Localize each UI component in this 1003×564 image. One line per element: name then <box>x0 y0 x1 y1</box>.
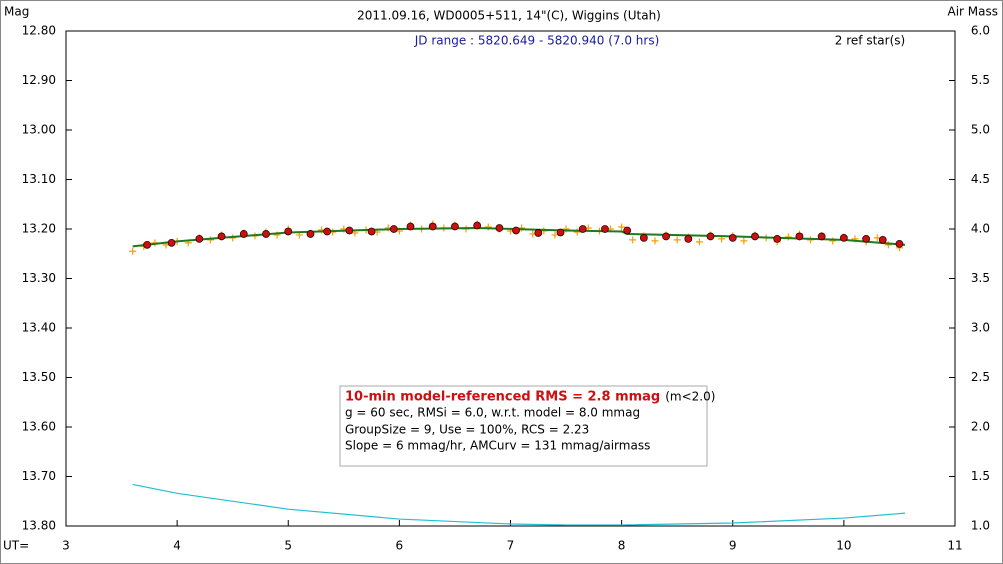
data-point <box>784 233 792 241</box>
x-tick-label: 8 <box>618 539 626 553</box>
binned-point <box>862 234 870 243</box>
y2-tick-label: 2.0 <box>971 420 990 434</box>
binned-point <box>428 222 437 231</box>
data-point <box>551 231 559 239</box>
binned-point <box>623 226 632 235</box>
y2-tick-label: 4.0 <box>971 222 990 236</box>
y-tick-label: 12.80 <box>22 24 56 38</box>
binned-point <box>495 224 504 232</box>
data-point <box>484 223 492 231</box>
data-point <box>673 236 681 244</box>
y-tick-label: 13.00 <box>22 123 56 137</box>
binned-point <box>578 225 587 233</box>
binned-point <box>389 225 398 233</box>
binned-point <box>773 234 782 243</box>
rms-note: (m<2.0) <box>665 390 715 404</box>
x-tick-label: 6 <box>396 539 404 553</box>
binned-point <box>306 230 315 238</box>
binned-point <box>878 235 887 244</box>
binned-point <box>601 225 609 233</box>
y2-tick-label: 4.5 <box>971 172 990 186</box>
y2-tick-label: 5.0 <box>971 123 990 137</box>
data-point <box>618 223 626 231</box>
data-point <box>651 237 659 245</box>
line <box>132 483 906 526</box>
y2-tick-label: 2.5 <box>971 370 990 384</box>
info-line: Slope = 6 mmag/hr, AMCurv = 131 mmag/air… <box>345 439 650 453</box>
y-tick-label: 13.50 <box>22 370 56 384</box>
binned-point <box>406 222 415 231</box>
y2-tick-label: 1.0 <box>971 519 990 533</box>
info-box <box>339 385 708 467</box>
binned-point <box>262 230 270 238</box>
line <box>132 227 906 248</box>
y-tick-label: 13.70 <box>22 469 56 483</box>
binned-point <box>534 229 543 237</box>
binned-point <box>662 232 670 241</box>
y-axis-label: Mag <box>4 5 29 19</box>
y2-tick-label: 1.5 <box>971 469 990 483</box>
binned-point <box>167 238 176 247</box>
binned-point <box>895 239 904 248</box>
x-tick-label: 3 <box>62 539 70 553</box>
binned-point <box>706 232 715 241</box>
ref-stars: 2 ref star(s) <box>835 34 905 48</box>
data-point <box>518 224 526 232</box>
info-line: GroupSize = 9, Use = 100%, RCS = 2.23 <box>345 423 589 437</box>
y-tick-label: 13.10 <box>22 172 56 186</box>
binned-point <box>195 234 204 243</box>
chart-title: 2011.09.16, WD0005+511, 14"(C), Wiggins … <box>357 9 661 23</box>
binned-point <box>512 226 520 235</box>
binned-point <box>817 232 826 241</box>
data-point <box>573 228 581 236</box>
y-tick-label: 12.90 <box>22 73 56 87</box>
rms-title: 10-min model-referenced RMS = 2.8 mmag <box>345 390 660 405</box>
binned-point <box>217 232 226 241</box>
x-tick-label: 9 <box>729 539 737 553</box>
y-tick-label: 13.40 <box>22 321 56 335</box>
binned-point <box>728 234 737 242</box>
binned-point <box>751 232 759 241</box>
jd-range: JD range : 5820.649 - 5820.940 (7.0 hrs) <box>414 34 660 48</box>
info-line: g = 60 sec, RMSi = 6.0, w.r.t. model = 8… <box>345 406 640 420</box>
binned-point <box>795 232 804 241</box>
x-axis-label: UT= <box>3 539 29 553</box>
y-tick-label: 13.80 <box>22 519 56 533</box>
data-point <box>629 236 637 244</box>
binned-point <box>367 227 376 236</box>
data-point <box>129 247 137 255</box>
data-point <box>695 238 703 246</box>
binned-point <box>284 227 293 236</box>
y-tick-label: 13.20 <box>22 222 56 236</box>
y2-tick-label: 3.0 <box>971 321 990 335</box>
binned-point <box>345 226 354 235</box>
binned-point <box>556 228 565 237</box>
x-tick-label: 11 <box>947 539 962 553</box>
data-point <box>740 237 748 245</box>
binned-point <box>473 221 482 230</box>
x-tick-label: 4 <box>173 539 181 553</box>
x-tick-label: 5 <box>284 539 292 553</box>
x-tick-label: 7 <box>507 539 515 553</box>
y-tick-label: 13.60 <box>22 420 56 434</box>
binned-point <box>143 240 152 249</box>
binned-point <box>239 230 248 238</box>
y2-tick-label: 3.5 <box>971 271 990 285</box>
y-tick-label: 13.30 <box>22 271 56 285</box>
y2-tick-label: 5.5 <box>971 73 990 87</box>
x-tick-label: 10 <box>836 539 851 553</box>
binned-point <box>323 227 332 236</box>
binned-point <box>451 222 459 231</box>
binned-point <box>639 234 648 242</box>
binned-point <box>839 234 848 242</box>
y2-axis-label: Air Mass <box>947 5 998 19</box>
y2-tick-label: 6.0 <box>971 24 990 38</box>
binned-point <box>684 234 693 243</box>
